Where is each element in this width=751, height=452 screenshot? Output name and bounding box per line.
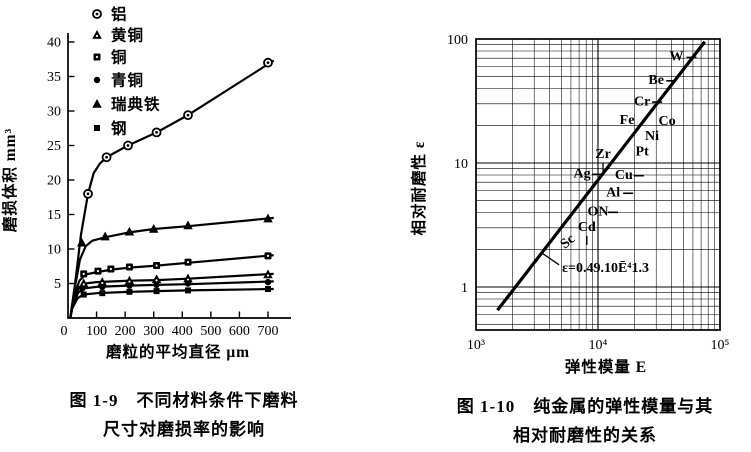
metal-label: Co: [658, 114, 675, 129]
svg-text:0: 0: [61, 324, 68, 339]
marker-triangle-dot: [78, 278, 89, 288]
metal-label: Al: [606, 185, 620, 200]
series-curves: [69, 57, 275, 319]
marker-circle: [184, 280, 192, 287]
svg-text:200: 200: [115, 324, 136, 339]
metal-label: Cr: [634, 94, 650, 109]
caption-line-1: 图 1-9 不同材料条件下磨料: [69, 391, 299, 410]
metal-label: Ni: [645, 129, 659, 144]
marker-triangle: [76, 237, 87, 247]
equation-label: ε=0.49.10Ē⁴1.3: [562, 260, 649, 276]
caption-line-2: 尺寸对磨损率的影响: [103, 420, 265, 439]
metal-label: Be: [648, 73, 664, 88]
svg-text:10³: 10³: [467, 338, 485, 353]
legend-label: 铝: [111, 5, 128, 24]
svg-text:10: 10: [47, 243, 61, 258]
marker-triangle-dot: [263, 269, 273, 279]
marker-triangle-dot: [151, 274, 162, 284]
svg-text:10⁵: 10⁵: [711, 338, 730, 353]
marker-square: [126, 288, 133, 295]
svg-text:700: 700: [257, 324, 278, 339]
marker-triangle-dot: [124, 275, 135, 285]
legend-label: 青铜: [111, 71, 144, 90]
caption-line-1: 图 1-10 纯金属的弹性模量与其: [456, 397, 714, 416]
series-line: [69, 254, 274, 319]
y-axis-label: 相对耐磨性 ε: [410, 141, 428, 236]
marker-square: [80, 291, 87, 298]
legend-label: 瑞典铁: [111, 95, 161, 114]
marker-circle: [264, 278, 272, 286]
marker-square: [153, 288, 160, 295]
elastic-modulus-wear-chart: 1 10 100 10³ 10⁴ 10⁵ 弹性模量 E 相对耐磨性 ε W Be Cr Fe CoNiP…: [410, 33, 730, 376]
series-line: [69, 59, 275, 319]
metal-label: Zr: [595, 147, 611, 162]
svg-text:5: 5: [54, 277, 61, 292]
figure-1-9-caption: 图 1-9 不同材料条件下磨料 尺寸对磨损率的影响: [0, 386, 368, 444]
marker-square: [99, 290, 106, 297]
legend-label: 铜: [111, 48, 128, 67]
svg-text:40: 40: [47, 36, 61, 51]
log-grid: [475, 38, 721, 331]
marker-triangle: [100, 231, 110, 241]
legend-label: 钢: [111, 119, 128, 138]
marker-square: [264, 286, 271, 293]
figure-1-10-caption: 图 1-10 纯金属的弹性模量与其 相对耐磨性的关系: [420, 392, 750, 450]
svg-text:300: 300: [143, 324, 164, 339]
metal-label: Cu: [615, 168, 633, 183]
metal-label: Fe: [620, 113, 635, 128]
trend-line: [496, 40, 707, 312]
equation-leader: [541, 252, 560, 266]
marker-circle: [153, 281, 160, 289]
metal-label: W: [670, 50, 684, 65]
svg-text:500: 500: [200, 324, 221, 339]
marker-triangle-dot: [92, 30, 102, 39]
svg-text:10⁴: 10⁴: [589, 338, 608, 353]
marker-triangle: [183, 220, 193, 230]
marker-circle: [93, 76, 101, 84]
metal-label: Ag: [573, 167, 590, 182]
svg-text:400: 400: [172, 324, 193, 339]
series-line: [69, 216, 274, 319]
svg-text:25: 25: [47, 139, 61, 154]
marker-square: [184, 287, 191, 294]
marker-triangle: [92, 99, 102, 108]
marker-circle: [126, 282, 133, 289]
figure-1-10: 1 10 100 10³ 10⁴ 10⁵ 弹性模量 E 相对耐磨性 ε W Be Cr Fe Co Ni P…: [410, 0, 751, 452]
marker-triangle: [124, 226, 135, 236]
legend-label: 黄铜: [111, 26, 144, 45]
marker-triangle-dot: [183, 273, 193, 283]
marker-triangle: [263, 213, 273, 223]
svg-text:100: 100: [447, 33, 468, 48]
svg-text:100: 100: [86, 324, 107, 339]
marker-circle: [99, 283, 106, 291]
svg-text:35: 35: [47, 70, 61, 85]
metal-label: Cd: [578, 220, 596, 235]
marker-circle: [79, 285, 86, 292]
x-axis-label: 磨粒的平均直径 μm: [105, 342, 250, 361]
marker-triangle: [148, 223, 159, 233]
series-line: [69, 287, 274, 319]
svg-text:20: 20: [47, 174, 61, 189]
svg-text:10: 10: [454, 157, 468, 172]
metal-label: ON: [588, 205, 609, 220]
x-axis-label: 弹性模量 E: [565, 357, 647, 376]
metal-label: Pt: [636, 145, 650, 160]
svg-text:600: 600: [229, 324, 250, 339]
svg-text:30: 30: [47, 105, 61, 120]
svg-text:1: 1: [461, 281, 468, 296]
series-line: [69, 280, 274, 319]
marker-triangle-dot: [97, 277, 108, 286]
marker-square: [94, 125, 100, 131]
metal-label: Sc: [558, 232, 578, 252]
figure-1-9: 5 10 15 20 25 30 35 40 0 100 200 300 400 500 600 700 磨粒的…: [0, 5, 368, 444]
caption-line-2: 相对耐磨性的关系: [513, 426, 657, 445]
axis-labels: 1 10 100 10³ 10⁴ 10⁵ 弹性模量 E 相对耐磨性 ε: [410, 33, 730, 376]
y-axis-label: 磨损体积 mm³: [0, 128, 19, 233]
svg-text:15: 15: [47, 208, 61, 223]
